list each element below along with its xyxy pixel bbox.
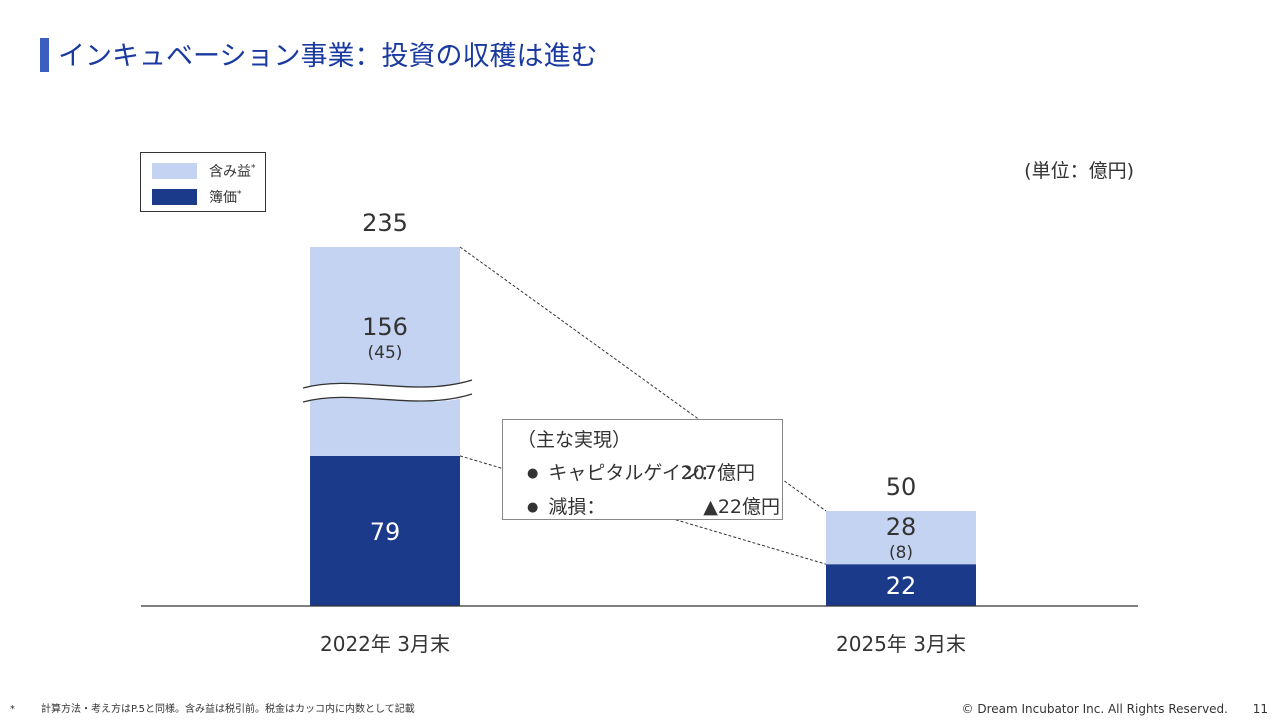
footnote-mark: *: [10, 704, 15, 715]
category-label-0: 2022年 3月末: [320, 632, 450, 656]
bar-unrealized-gain-0: [310, 247, 460, 456]
callout-row-capital-gain: ● キャピタルゲイン： 207億円: [527, 458, 755, 485]
bar-book-value-0: [310, 455, 460, 606]
callout-value-impairment: ▲22億円: [703, 496, 780, 518]
callout-heading: （主な実現）: [517, 429, 632, 451]
label-total-1: 50: [886, 473, 917, 501]
callout-label-impairment: 減損：: [548, 496, 606, 518]
label-tax-0: (45): [368, 343, 403, 363]
label-total-0: 235: [362, 209, 408, 237]
bullet-icon: ●: [527, 500, 539, 515]
copyright: © Dream Incubator Inc. All Rights Reserv…: [961, 702, 1228, 716]
axis-break-gap: [303, 380, 472, 402]
label-book-value-0: 79: [370, 518, 401, 546]
legend-item-unrealized-gain: 含み益*: [152, 163, 256, 180]
callout-row-impairment: ● 減損： ▲22億円: [527, 492, 780, 519]
chart-legend: 含み益* 簿価*: [140, 152, 266, 212]
legend-swatch-unrealized-gain: [152, 163, 197, 179]
unit-label: (単位：億円): [1024, 160, 1134, 182]
footnote: * 計算方法・考え方はP.5と同様。含み益は税引前。税金はカッコ内に内数として記載: [10, 700, 415, 715]
label-book-value-1: 22: [886, 572, 917, 600]
axis-break-line-lower: [302, 393, 473, 403]
callout-label-capital-gain: キャピタルゲイン：: [548, 462, 719, 484]
label-tax-1: (8): [889, 543, 913, 563]
title-accent-bar: [40, 38, 49, 72]
bar-unrealized-gain-1: [826, 511, 976, 565]
label-unrealized-gain-0: 156: [362, 313, 408, 341]
legend-label-book-value: 簿価*: [209, 189, 242, 206]
page-title: インキュベーション事業：投資の収穫は進む: [58, 41, 598, 72]
category-label-1: 2025年 3月末: [836, 632, 966, 656]
legend-label-unrealized-gain: 含み益*: [209, 163, 256, 180]
footnote-text: 計算方法・考え方はP.5と同様。含み益は税引前。税金はカッコ内に内数として記載: [41, 704, 415, 715]
bullet-icon: ●: [527, 466, 539, 481]
legend-swatch-book-value: [152, 189, 197, 205]
axis-break-line-upper: [302, 379, 473, 389]
legend-item-book-value: 簿価*: [152, 189, 242, 206]
bar-book-value-1: [826, 564, 976, 606]
realization-callout: （主な実現） ● キャピタルゲイン： 207億円 ● 減損： ▲22億円: [502, 419, 783, 520]
label-unrealized-gain-1: 28: [886, 513, 917, 541]
page-number: 11: [1252, 702, 1268, 716]
callout-value-capital-gain: 207億円: [680, 462, 755, 484]
